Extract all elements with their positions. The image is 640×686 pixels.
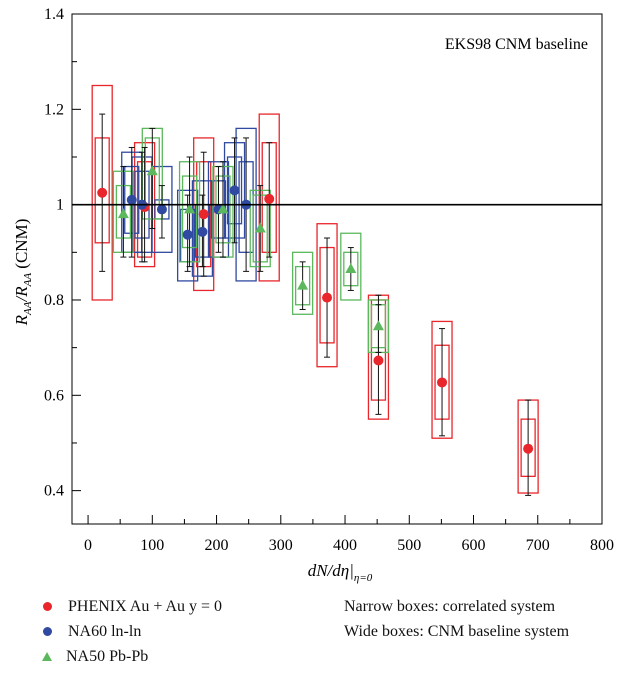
data-point-triangle	[372, 320, 384, 331]
y-tick-label: 1.2	[44, 101, 64, 118]
x-tick-label: 600	[462, 537, 486, 554]
chart-canvas: 0 100 200 300 400 500 600 700 800 0.4 0.6 0.8 1 1.2 1.…	[12, 6, 614, 584]
wide-uncertainty-box	[193, 137, 215, 292]
legend-item-na60: NA60 ln-ln	[40, 619, 222, 644]
x-tick-label: 200	[205, 537, 229, 554]
data-point-circle	[156, 204, 167, 215]
wide-uncertainty-box	[340, 232, 362, 301]
data-point-circle	[126, 194, 137, 205]
wide-uncertainty-box	[176, 189, 199, 282]
legend-marker-triangle-green	[42, 651, 52, 661]
data-point-circle	[523, 443, 534, 454]
wide-uncertainty-box	[91, 84, 113, 301]
legend-label: NA60 ln-ln	[68, 623, 142, 640]
y-tick-label: 0.6	[44, 387, 64, 404]
error-bars	[99, 113, 532, 496]
wide-uncertainty-box	[316, 223, 338, 368]
legend-marker-circle-red	[43, 602, 52, 611]
data-point-circle	[198, 209, 209, 220]
data-point-triangle	[217, 203, 229, 214]
legend-label: NA50 Pb-Pb	[66, 648, 149, 665]
data-point-triangle	[146, 165, 158, 176]
axis-ticks: 0 100 200 300 400 500 600 700 800 0.4 0.6 0.8 1 1.2 1.…	[44, 6, 614, 554]
data-point-circle	[322, 292, 333, 303]
note-wide-boxes: Wide boxes: CNM baseline system	[344, 623, 570, 640]
legend-label: PHENIX Au + Au y = 0	[68, 598, 223, 615]
x-tick-label: 500	[397, 537, 421, 554]
wide-uncertainty-box	[431, 320, 453, 439]
legend-item-na50: NA50 Pb-Pb	[40, 644, 222, 669]
plot-frame	[71, 13, 603, 525]
x-axis-title: dN/dη|η=0	[308, 561, 373, 584]
data-point-circle	[197, 226, 208, 237]
data-point-circle	[229, 185, 240, 196]
x-tick-label: 100	[140, 537, 164, 554]
data-point-circle	[182, 229, 193, 240]
data-point-triangle	[117, 208, 129, 219]
uncertainty-boxes	[91, 84, 539, 494]
data-point-circle	[373, 355, 384, 366]
data-point-triangle	[297, 279, 309, 290]
legend: PHENIX Au + Au y = 0 NA60 ln-ln NA50 Pb-…	[40, 594, 222, 669]
y-axis-title: RAA/RAA (CNM)	[12, 219, 34, 327]
y-tick-label: 0.8	[44, 292, 64, 309]
data-point-circle	[264, 193, 275, 204]
note-narrow-boxes: Narrow boxes: correlated system	[344, 598, 556, 615]
y-tick-label: 0.4	[44, 483, 64, 500]
data-point-triangle	[345, 263, 357, 273]
legend-notes: Narrow boxes: correlated system Wide box…	[344, 594, 569, 644]
data-point-circle	[437, 377, 448, 388]
x-tick-label: 400	[333, 537, 357, 554]
y-tick-label: 1	[56, 197, 64, 214]
chart-annotation: EKS98 CNM baseline	[445, 36, 588, 53]
data-point-triangle	[184, 203, 196, 214]
data-point-triangle	[254, 222, 266, 233]
legend-marker-circle-blue	[43, 627, 52, 636]
x-tick-label: 300	[269, 537, 293, 554]
wide-uncertainty-box	[291, 251, 314, 315]
x-tick-label: 0	[84, 537, 92, 554]
x-tick-label: 800	[590, 537, 614, 554]
x-tick-label: 700	[526, 537, 550, 554]
data-point-circle	[97, 187, 108, 198]
data-points	[97, 165, 534, 454]
y-tick-label: 1.4	[44, 6, 64, 23]
wide-uncertainty-box	[258, 113, 280, 282]
legend-item-phenix: PHENIX Au + Au y = 0	[40, 594, 222, 619]
